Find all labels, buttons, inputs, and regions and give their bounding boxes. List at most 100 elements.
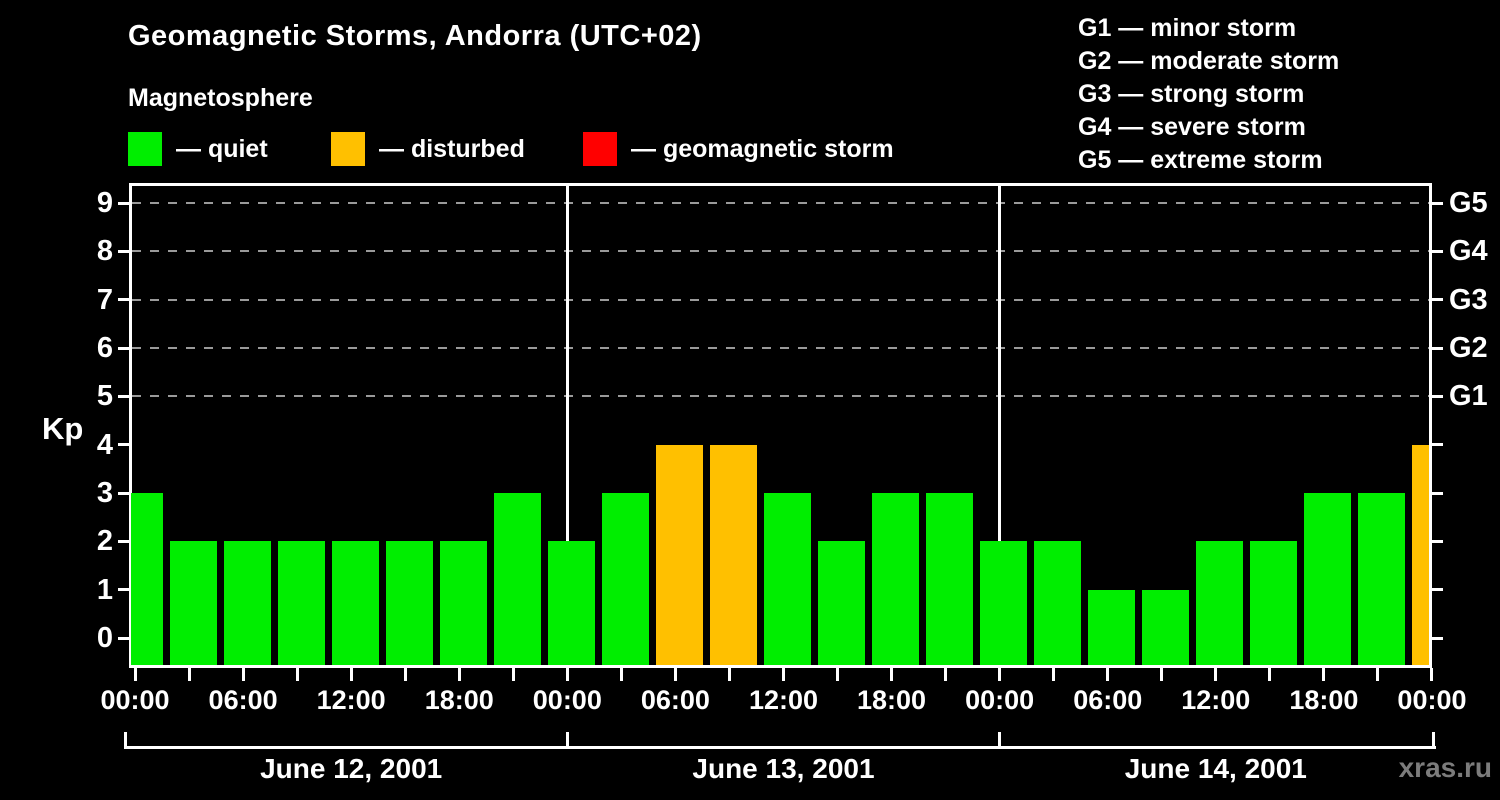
- kp-bar: [601, 493, 649, 665]
- kp-bar: [1088, 589, 1136, 665]
- chart-subtitle: Magnetosphere: [128, 84, 313, 112]
- y-axis-tick: [118, 346, 129, 350]
- legend-label-disturbed: — disturbed: [379, 134, 525, 163]
- date-bracket-tick: [1431, 732, 1435, 749]
- x-axis-tick: [1430, 668, 1434, 681]
- g-tick-label: G5: [1449, 187, 1488, 220]
- legend-item-disturbed: — disturbed: [331, 131, 525, 167]
- x-axis-tick: [403, 668, 407, 681]
- day-separator: [998, 186, 1002, 665]
- legend-item-quiet: — quiet: [128, 131, 268, 167]
- kp-bar: [277, 541, 325, 665]
- time-label: 00:00: [532, 685, 602, 715]
- time-label: 00:00: [965, 685, 1035, 715]
- g-legend-item-g2: G2 — moderate storm: [1078, 47, 1340, 75]
- x-axis-tick: [1052, 668, 1056, 681]
- g-tick-label: G4: [1449, 235, 1488, 268]
- grid-line-kp9: [132, 202, 1429, 205]
- x-axis-tick: [619, 668, 623, 681]
- x-axis-tick: [133, 668, 137, 681]
- x-axis-tick: [727, 668, 731, 681]
- right-axis-tick: [1432, 443, 1443, 447]
- kp-bar-partial: [1412, 444, 1429, 665]
- right-axis-tick: [1432, 201, 1443, 205]
- g-legend-item-g5: G5 — extreme storm: [1078, 146, 1323, 174]
- date-label: June 12, 2001: [260, 753, 443, 784]
- kp-bar: [385, 541, 433, 665]
- right-axis-tick: [1432, 636, 1443, 640]
- kp-bar: [818, 541, 866, 665]
- x-axis-tick: [511, 668, 515, 681]
- y-axis-tick: [118, 636, 129, 640]
- kp-bar: [1034, 541, 1082, 665]
- x-axis-tick: [565, 668, 569, 681]
- kp-bar: [331, 541, 379, 665]
- kp-bar: [1358, 493, 1406, 665]
- y-tick-label: 8: [96, 235, 113, 268]
- g-tick-label: G1: [1449, 380, 1488, 413]
- y-tick-label: 3: [96, 477, 113, 509]
- y-axis-tick: [118, 539, 129, 543]
- kp-bar: [872, 493, 920, 665]
- y-tick-label: 6: [96, 332, 113, 365]
- x-axis-tick: [673, 668, 677, 681]
- kp-bar: [1250, 541, 1298, 665]
- y-axis-label: Kp: [42, 411, 84, 446]
- time-label: 06:00: [1073, 685, 1143, 715]
- kp-bar: [439, 541, 487, 665]
- legend-label-quiet: — quiet: [176, 134, 268, 163]
- x-axis-tick: [187, 668, 191, 681]
- g-legend-item-g1: G1 — minor storm: [1078, 14, 1297, 42]
- right-axis-tick: [1432, 346, 1443, 350]
- page-title: Geomagnetic Storms, Andorra (UTC+02): [128, 20, 702, 52]
- kp-bar: [493, 493, 541, 665]
- y-axis-tick: [118, 249, 129, 253]
- kp-bar: [763, 493, 811, 665]
- x-axis-tick: [241, 668, 245, 681]
- grid-line-kp6: [132, 347, 1429, 350]
- y-axis-tick: [118, 491, 129, 495]
- disturbed-color-swatch: [331, 132, 365, 166]
- kp-bar: [169, 541, 217, 665]
- grid-line-kp5: [132, 395, 1429, 398]
- right-axis-tick: [1432, 249, 1443, 253]
- y-tick-label: 1: [96, 573, 113, 606]
- kp-bar: [655, 444, 703, 665]
- kp-bar: [547, 541, 595, 665]
- g-scale-legend: G1 — minor storm G2 — moderate storm G3 …: [1078, 12, 1339, 177]
- y-axis-tick: [118, 443, 129, 447]
- y-axis-tick: [118, 298, 129, 302]
- y-tick-label: 0: [96, 622, 113, 654]
- y-tick-label: 7: [96, 283, 113, 316]
- y-axis-tick: [118, 201, 129, 205]
- x-axis-tick: [836, 668, 840, 681]
- time-label: 06:00: [208, 685, 278, 715]
- x-axis-tick: [1214, 668, 1218, 681]
- g-legend-item-g4: G4 — severe storm: [1078, 113, 1306, 141]
- kp-bar: [131, 493, 163, 665]
- legend-item-storm: — geomagnetic storm: [583, 131, 894, 167]
- time-label: 12:00: [748, 685, 818, 715]
- y-tick-label: 5: [96, 380, 113, 413]
- y-axis-tick: [118, 588, 129, 592]
- kp-bar: [1304, 493, 1352, 665]
- x-axis-tick: [890, 668, 894, 681]
- kp-bar: [926, 493, 974, 665]
- date-bracket-tick: [123, 732, 127, 749]
- right-axis-tick: [1432, 491, 1443, 495]
- x-axis-tick: [944, 668, 948, 681]
- y-tick-label: 4: [96, 428, 113, 461]
- x-axis-tick: [349, 668, 353, 681]
- y-tick-label: 9: [96, 187, 113, 220]
- y-axis-tick: [118, 394, 129, 398]
- watermark: xras.ru: [1398, 752, 1492, 783]
- storm-color-swatch: [583, 132, 617, 166]
- g-legend-item-g3: G3 — strong storm: [1078, 80, 1305, 108]
- g-tick-label: G3: [1449, 283, 1488, 316]
- time-label: 06:00: [640, 685, 710, 715]
- kp-bar: [1196, 541, 1244, 665]
- right-axis-tick: [1432, 588, 1443, 592]
- time-label: 12:00: [316, 685, 386, 715]
- time-label: 18:00: [857, 685, 927, 715]
